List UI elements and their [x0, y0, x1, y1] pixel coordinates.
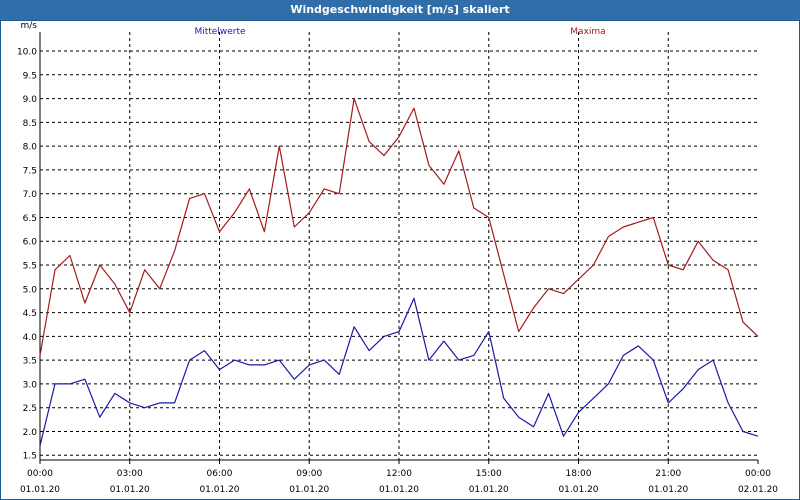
y-tick-label: 2.0: [23, 428, 38, 438]
x-tick-date: 01.01.20: [199, 485, 239, 495]
x-tick-date: 01.01.20: [20, 485, 60, 495]
x-tick-time: 18:00: [566, 469, 592, 479]
series-line-mittelwerte: [39, 297, 759, 446]
y-tick-label: 9.0: [23, 95, 38, 105]
y-tick-label: 1.5: [23, 452, 37, 462]
legend-entry-mittelwerte: Mittelwerte: [194, 27, 245, 37]
x-tick-date: 01.01.20: [648, 485, 688, 495]
x-tick-date: 01.01.20: [469, 485, 509, 495]
y-tick-label: 7.5: [23, 166, 37, 176]
x-tick-time: 06:00: [207, 469, 233, 479]
y-tick-label: 3.5: [23, 357, 37, 367]
x-tick-time: 15:00: [476, 469, 502, 479]
x-tick-date: 01.01.20: [289, 485, 329, 495]
x-tick-time: 00:00: [27, 469, 53, 479]
y-unit-label: m/s: [21, 21, 38, 31]
y-tick-label: 7.0: [23, 190, 38, 200]
x-tick-time: 03:00: [117, 469, 143, 479]
y-tick-label: 9.5: [23, 71, 37, 81]
x-tick-time: 12:00: [386, 469, 412, 479]
x-tick-time: 00:00: [745, 469, 771, 479]
series-line-maxima: [39, 97, 759, 356]
chart-title: Windgeschwindigkeit [m/s] skaliert: [0, 0, 800, 20]
x-tick-time: 09:00: [296, 469, 322, 479]
y-tick-label: 4.0: [23, 333, 38, 343]
y-tick-label: 5.0: [23, 285, 38, 295]
y-tick-label: 2.5: [23, 404, 37, 414]
y-tick-label: 3.0: [23, 380, 38, 390]
y-tick-label: 5.5: [23, 262, 37, 272]
y-tick-label: 6.0: [23, 238, 38, 248]
y-tick-label: 8.5: [23, 119, 37, 129]
x-tick-date: 01.01.20: [379, 485, 419, 495]
chart-frame: [0, 20, 800, 500]
x-tick-date: 02.01.20: [738, 485, 778, 495]
y-tick-label: 6.5: [23, 214, 37, 224]
y-tick-label: 4.5: [23, 309, 37, 319]
y-tick-label: 10.0: [17, 48, 37, 58]
y-tick-label: 8.0: [23, 143, 38, 153]
x-tick-time: 21:00: [655, 469, 681, 479]
legend-entry-maxima: Maxima: [570, 27, 605, 37]
x-tick-date: 01.01.20: [558, 485, 598, 495]
x-tick-date: 01.01.20: [110, 485, 150, 495]
wind-speed-chart: 1.5 2.0 2.5 3.0 3.5 4.0 4.5 5.0 5.5 6.0 6.5 7.0 7.5 8…: [0, 20, 800, 500]
